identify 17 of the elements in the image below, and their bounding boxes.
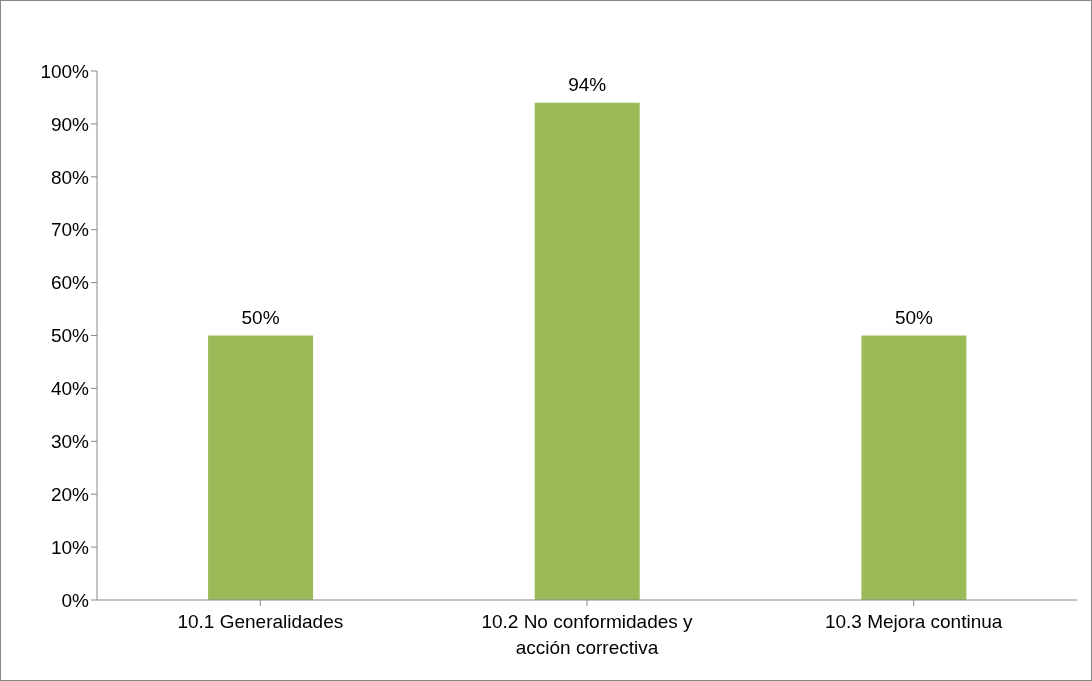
y-tick-label: 90%	[50, 113, 90, 135]
x-tick-label: 10.3 Mejora continua	[824, 611, 1003, 632]
y-tick-label: 60%	[50, 272, 90, 294]
x-tick-label: 10.2 No conformidades y acción correctiva	[481, 611, 694, 658]
y-tick-label: 100%	[40, 60, 90, 82]
x-tick-label: 10.1 Generalidades	[177, 611, 344, 632]
data-label: 94%	[568, 73, 607, 95]
y-tick-label: 40%	[50, 378, 90, 400]
y-tick-label: 80%	[50, 166, 90, 188]
y-tick-label: 20%	[50, 483, 90, 505]
y-tick-label: 30%	[50, 431, 90, 453]
data-label: 50%	[894, 306, 934, 328]
y-tick-label: 70%	[50, 219, 90, 241]
y-tick-label: 0%	[61, 589, 90, 611]
data-label: 50%	[241, 306, 280, 328]
y-tick-label: 50%	[50, 325, 90, 347]
y-tick-label: 10%	[50, 536, 90, 558]
